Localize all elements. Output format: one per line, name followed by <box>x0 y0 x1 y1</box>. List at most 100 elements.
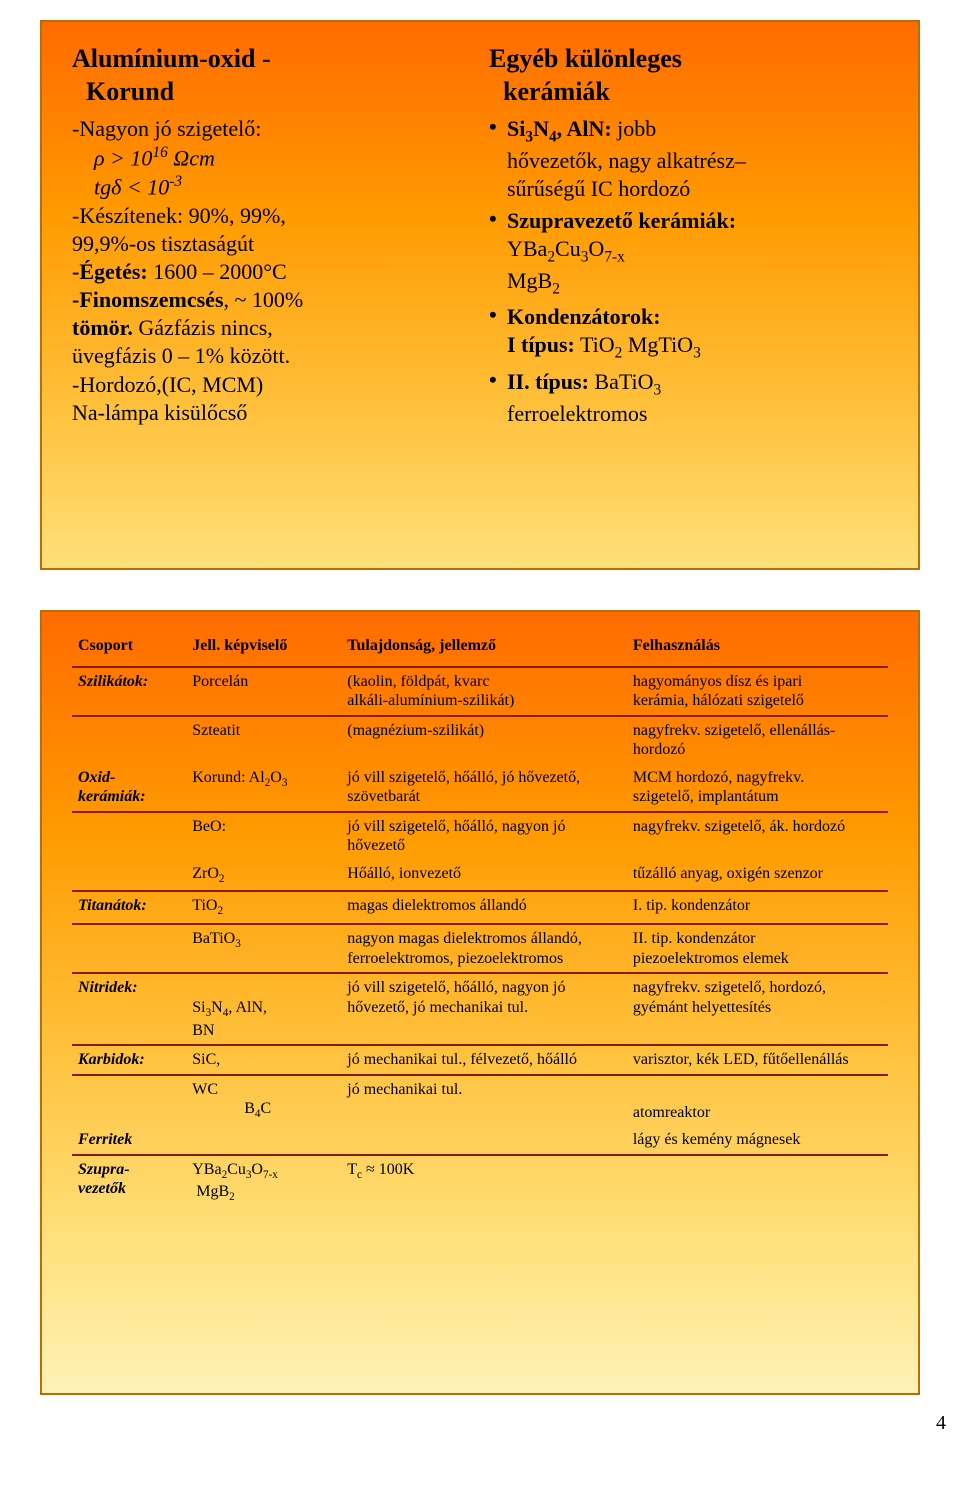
t2s1: 3 <box>654 381 662 398</box>
bullet-type2: • II. típus: BaTiO3 ferroelektromos <box>489 368 888 428</box>
cell-jell: BeO: <box>186 812 341 860</box>
a: TiO <box>192 897 217 914</box>
bullet-body: Szupravezető kerámiák: YBa2Cu3O7-x MgB2 <box>507 207 888 299</box>
bullet-dot-icon: • <box>489 303 507 363</box>
s2: 4 <box>549 128 557 145</box>
c: O <box>251 1161 263 1178</box>
table-row: Szupra- vezetők YBa2Cu3O7-x MgB2 Tc ≈ 10… <box>72 1155 888 1210</box>
rho-unit: Ωcm <box>168 145 215 170</box>
rho-exp: 16 <box>152 144 167 161</box>
cell-jell: WC B4C <box>186 1075 341 1126</box>
bullet-si3n4: • Si3N4, AlN: jobb hővezetők, nagy alkat… <box>489 115 888 203</box>
left-line-grain: -Finomszemcsés, ~ 100% tömör. Gázfázis n… <box>72 286 471 370</box>
table-row: BeO: jó vill szigetelő, hőálló, nagyon j… <box>72 812 888 860</box>
h: Kondenzátorok: <box>507 304 661 329</box>
a: ZrO <box>192 865 219 882</box>
a: Korund: Al <box>192 769 264 786</box>
s3: 7-x <box>263 1169 278 1181</box>
cell-tul: Tc ≈ 100K <box>341 1155 627 1210</box>
r2: hővezetők, nagy alkatrész– <box>507 148 746 173</box>
bullet-dot-icon: • <box>489 368 507 428</box>
ys1: 2 <box>547 249 555 266</box>
b: N <box>211 999 223 1016</box>
slide-ceramics-table: Csoport Jell. képviselő Tulajdonság, jel… <box>40 610 920 1395</box>
cell-felh: lágy és kemény mágnesek <box>627 1126 888 1155</box>
tg: tg <box>94 175 111 200</box>
table-row: BaTiO3 nagyon magas dielektromos állandó… <box>72 924 888 973</box>
s4: 2 <box>229 1192 235 1204</box>
right-title-l2: kerámiák <box>503 77 610 106</box>
left-column: Alumínium-oxid - Korund -Nagyon jó szige… <box>72 42 471 428</box>
table-row: Nitridek: Si3N4, AlN, BN jó vill szigete… <box>72 973 888 1045</box>
bullet-supercond: • Szupravezető kerámiák: YBa2Cu3O7-x MgB… <box>489 207 888 299</box>
cell-jell: SiC, <box>186 1045 341 1075</box>
bullet-capacitors: • Kondenzátorok: I típus: TiO2 MgTiO3 <box>489 303 888 363</box>
t3: ferroelektromos <box>507 401 648 426</box>
t1s2: 3 <box>693 345 701 362</box>
left-line-carrier: -Hordozó,(IC, MCM) Na-lámpa kisülőcső <box>72 371 471 427</box>
d: MgB <box>196 1183 229 1200</box>
bullet-dot-icon: • <box>489 115 507 203</box>
cell-felh: nagyfrekv. szigetelő, ellenállás- hordoz… <box>627 716 888 764</box>
cell-jell: Porcelán <box>186 667 341 716</box>
cell-felh: nagyfrekv. szigetelő, hordozó, gyémánt h… <box>627 973 888 1045</box>
page-number: 4 <box>936 1412 946 1435</box>
group-karbidok: Karbidok: <box>72 1045 186 1075</box>
b: O <box>270 769 282 786</box>
right-column: Egyéb különleges kerámiák • Si3N4, AlN: … <box>489 42 888 428</box>
h: Szupravezető kerámiák: <box>507 208 736 233</box>
t1a: I típus: <box>507 332 575 357</box>
delta-exp: -3 <box>169 173 182 190</box>
c: C <box>261 1100 272 1117</box>
cell-jell: Korund: Al2O3 <box>186 764 341 812</box>
slide-aluminium-oxid: Alumínium-oxid - Korund -Nagyon jó szige… <box>40 20 920 570</box>
a: YBa <box>192 1161 221 1178</box>
left-line-firing: -Égetés: 1600 – 2000°C <box>72 258 471 286</box>
table-row: Szilikátok: Porcelán (kaolin, földpát, k… <box>72 667 888 716</box>
cell-felh: nagyfrekv. szigetelő, ák. hordozó <box>627 812 888 860</box>
group-oxid: Oxid- kerámiák: <box>72 764 186 812</box>
s1: 2 <box>217 906 223 918</box>
cell-jell: BaTiO3 <box>186 924 341 973</box>
t2: Na-lámpa kisülőcső <box>72 400 247 425</box>
m1: MgB <box>507 268 552 293</box>
delta: δ < 10 <box>111 175 169 200</box>
right-title: Egyéb különleges kerámiák <box>489 42 888 109</box>
t1: -Készítenek: 90%, 99%, <box>72 203 286 228</box>
group-ferritek: Ferritek <box>72 1126 186 1155</box>
bullet-body: Si3N4, AlN: jobb hővezetők, nagy alkatré… <box>507 115 888 203</box>
two-column-layout: Alumínium-oxid - Korund -Nagyon jó szige… <box>72 42 888 428</box>
right-title-l1: Egyéb különleges <box>489 44 682 73</box>
group-nitridek: Nitridek: <box>72 973 186 1045</box>
cell-felh: II. tip. kondenzátor piezoelektromos ele… <box>627 924 888 973</box>
cell-tul: jó vill szigetelő, hőálló, nagyon jó hőv… <box>341 973 627 1045</box>
cell-felh: atomreaktor <box>627 1075 888 1126</box>
th-csoport: Csoport <box>72 632 186 667</box>
th-tul: Tulajdonság, jellemző <box>341 632 627 667</box>
bullet-dot-icon: • <box>489 207 507 299</box>
f: atomreaktor <box>633 1104 710 1121</box>
t1: -Finomszemcsés <box>72 287 224 312</box>
t4: Gázfázis nincs, <box>133 315 273 340</box>
s1: 3 <box>235 939 241 951</box>
t2: 99,9%-os tisztaságút <box>72 231 254 256</box>
s2: 3 <box>282 777 288 789</box>
cell-tul: magas dielektromos állandó <box>341 891 627 924</box>
b: B <box>244 1100 255 1117</box>
cell-tul: nagyon magas dielektromos állandó, ferro… <box>341 924 627 973</box>
b: Cu <box>227 1161 246 1178</box>
cell-tul: jó vill szigetelő, hőálló, nagyon jó hőv… <box>341 812 627 860</box>
cell-tul: (kaolin, földpát, kvarc alkáli-alumínium… <box>341 667 627 716</box>
y2: Cu <box>555 236 581 261</box>
th-felh: Felhasználás <box>627 632 888 667</box>
cell-tul: Hőálló, ionvezető <box>341 860 627 892</box>
r3: sűrűségű IC hordozó <box>507 176 690 201</box>
t1: -Hordozó,(IC, MCM) <box>72 372 263 397</box>
formula-rho: ρ > 1016 Ωcm <box>94 143 471 172</box>
cell-felh: tűzálló anyag, oxigén szenzor <box>627 860 888 892</box>
table-row: Titanátok: TiO2 magas dielektromos állan… <box>72 891 888 924</box>
ta: T <box>347 1161 357 1178</box>
cell-tul: jó vill szigetelő, hőálló, jó hővezető, … <box>341 764 627 812</box>
group-titanatok: Titanátok: <box>72 891 186 924</box>
s1: 2 <box>219 873 225 885</box>
